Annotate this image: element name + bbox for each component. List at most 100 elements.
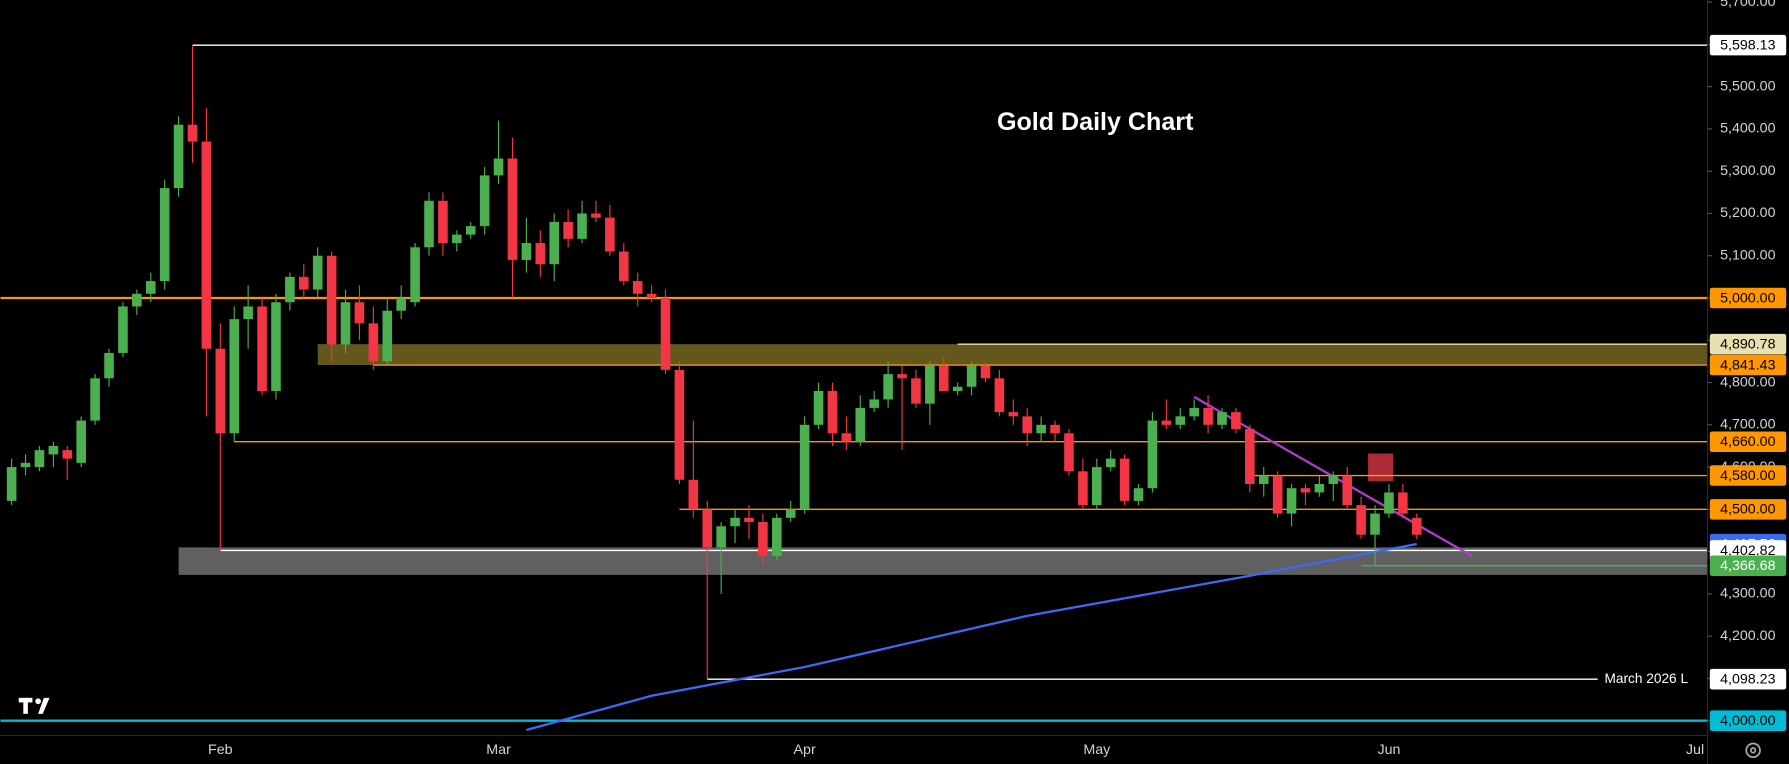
candle-body (145, 281, 156, 294)
price-chip-label: 4,660.00 (1720, 434, 1776, 450)
candle-body (507, 158, 518, 260)
candle-body (1133, 488, 1144, 501)
candle-body (465, 226, 476, 235)
candle-body (1398, 492, 1408, 514)
candle-body (229, 319, 240, 434)
candle-body (20, 462, 31, 468)
price-chip-label: 4,098.23 (1720, 672, 1776, 688)
y-tick-label: 5,500.00 (1720, 78, 1776, 94)
level-annotation: March 2026 L (1604, 671, 1688, 686)
candle-body (994, 378, 1005, 413)
price-chip (1709, 333, 1787, 355)
candle-body (535, 243, 546, 265)
candle-body (1078, 471, 1088, 506)
price-chip (1709, 34, 1787, 56)
candle-body (438, 200, 448, 244)
candle-body (159, 188, 170, 282)
price-chip (1709, 555, 1787, 576)
candle-body (271, 302, 281, 391)
candle-body (1189, 407, 1199, 417)
y-tick-label: 5,400.00 (1720, 121, 1776, 137)
candle-body (758, 522, 768, 556)
candle-body (1175, 416, 1186, 425)
candle-body (772, 517, 782, 556)
candle-body (591, 213, 601, 218)
candle-body (1231, 412, 1241, 430)
candle-body (1300, 488, 1311, 493)
candle-body (173, 124, 184, 189)
candle-body (660, 298, 671, 370)
candle-body (1217, 412, 1227, 425)
candle-body (1147, 420, 1158, 489)
candle-body (48, 445, 59, 455)
price-chip (1709, 465, 1787, 486)
y-tick-label: 4,300.00 (1720, 586, 1776, 602)
price-chip (1709, 710, 1787, 731)
candle-body (312, 255, 323, 290)
x-tick-label: Jun (1377, 742, 1400, 758)
candle-body (326, 255, 337, 345)
price-chip (1709, 431, 1787, 452)
price-chip-label: 4,890.78 (1720, 337, 1776, 353)
candle-body (966, 365, 977, 387)
candle-body (1342, 475, 1352, 506)
candle-body (34, 450, 45, 468)
candle-body (577, 213, 587, 239)
candle-body (62, 450, 73, 459)
candle-body (354, 302, 365, 324)
candle-body (618, 251, 629, 282)
candle-body (646, 293, 657, 299)
candle-body (243, 306, 253, 320)
candle-body (1064, 433, 1074, 472)
price-chip-label: 5,000.00 (1720, 290, 1776, 306)
candle-body (1161, 420, 1172, 425)
candle-body (563, 221, 573, 239)
candle-body (925, 365, 935, 404)
candle-body (716, 526, 726, 548)
candle-body (549, 221, 560, 265)
candle-body (1245, 429, 1255, 484)
candle-body (827, 390, 838, 434)
candle-body (799, 424, 810, 510)
trend-line (526, 542, 1417, 732)
settings-icon[interactable] (1745, 742, 1761, 759)
candle-body (493, 158, 504, 176)
price-chip-label: 4,402.82 (1720, 543, 1776, 559)
candle-body (730, 517, 740, 527)
price-chip (1709, 668, 1787, 690)
candle-body (396, 298, 406, 311)
y-tick-label: 5,700.00 (1720, 0, 1776, 10)
y-tick-label: 5,100.00 (1720, 247, 1776, 263)
candle-body (257, 306, 267, 391)
x-tick-label: Jul (1686, 742, 1704, 758)
candle-body (813, 390, 824, 425)
candle-body (744, 517, 754, 523)
candle-body (897, 374, 907, 379)
candle-body (1356, 505, 1366, 535)
candle-body (1036, 424, 1046, 434)
price-chip-label: 4,000.00 (1720, 713, 1776, 729)
candle-body (1370, 513, 1380, 535)
candle-body (1022, 416, 1033, 434)
candle-body (452, 234, 462, 244)
candle-body (285, 276, 295, 303)
candle-body (1411, 517, 1422, 535)
candle-body (187, 124, 198, 142)
candle-body (702, 509, 713, 548)
price-chip-label: 4,500.00 (1720, 502, 1776, 518)
candle-body (1203, 407, 1213, 425)
zone (1368, 453, 1394, 482)
candle-body (1328, 475, 1339, 484)
price-chip (1709, 499, 1787, 520)
x-tick-label: Feb (208, 742, 233, 758)
y-tick-label: 5,300.00 (1720, 163, 1776, 179)
candle-body (883, 374, 893, 400)
candle-body (215, 348, 226, 434)
candle-body (382, 310, 393, 362)
y-tick-label: 4,200.00 (1720, 628, 1776, 644)
candle-body (368, 323, 379, 362)
candle-body (632, 281, 643, 294)
x-tick-label: Apr (794, 742, 816, 758)
candle-body (1105, 458, 1116, 468)
